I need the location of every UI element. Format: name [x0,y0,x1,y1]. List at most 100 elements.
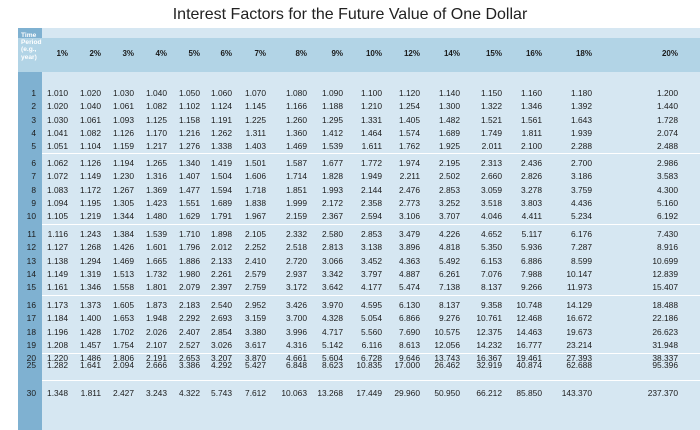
factor-cell: 1.772 [361,158,382,168]
factor-cell: 2.502 [439,171,460,182]
factor-cell: 4.595 [361,300,382,310]
factor-cell: 2.518 [286,242,307,253]
factor-cell: 3.138 [361,242,382,253]
factor-cell: 1.373 [80,300,101,310]
factor-cell: 19.461 [516,353,542,364]
factor-cell: 16.672 [566,313,592,324]
factor-cell: 3.896 [399,242,420,253]
factor-cell: 13.743 [434,353,460,364]
factor-cell: 14.129 [566,300,592,310]
factor-cell: 1.180 [571,88,592,98]
factor-cell: 4.818 [439,242,460,253]
factor-cell: 2.813 [322,242,343,253]
factor-cell: 1.061 [113,101,134,112]
rate-header: 14% [443,49,460,58]
factor-cell: 1.405 [399,114,420,125]
factor-cell: 1.400 [80,313,101,324]
factor-cell: 1.159 [113,141,134,152]
period-label: 30 [26,388,36,398]
factor-cell: 3.797 [361,268,382,279]
factor-cell: 3.066 [322,255,343,266]
factor-cell: 1.230 [113,171,134,182]
rate-header: 16% [525,49,542,58]
factor-cell: 3.870 [245,353,266,364]
rate-header: 4% [155,49,167,58]
period-label: 4 [31,127,36,138]
header-bar [18,38,700,72]
factor-cell: 7.612 [245,388,266,398]
factor-cell: 2.594 [361,211,382,222]
factor-cell: 31.948 [652,339,678,350]
factor-cell: 1.423 [146,197,167,208]
factor-cell: 1.999 [286,197,307,208]
factor-cell: 1.082 [80,127,101,138]
factor-cell: 2.292 [179,313,200,324]
rate-header: 10% [365,49,382,58]
factor-cell: 1.102 [179,101,200,112]
factor-cell: 2.488 [657,141,678,152]
factor-cell: 1.100 [361,88,382,98]
factor-cell: 1.126 [80,158,101,168]
factor-cell: 2.172 [322,197,343,208]
factor-cell: 3.026 [211,339,232,350]
factor-cell: 1.149 [80,171,101,182]
factor-cell: 1.346 [80,282,101,293]
factor-cell: 62.688 [566,360,592,370]
factor-cell: 3.642 [322,282,343,293]
factor-cell: 6.261 [439,268,460,279]
factor-cell: 2.191 [146,353,167,364]
time-period-label: Time Period (e.g., year) [21,32,42,61]
factor-cell: 2.358 [361,197,382,208]
factor-cell: 1.611 [361,141,382,152]
factor-cell: 5.560 [361,326,382,337]
factor-cell: 1.967 [245,211,266,222]
factor-cell: 1.689 [211,197,232,208]
factor-cell: 1.051 [47,141,68,152]
factor-cell: 2.313 [481,158,502,168]
factor-cell: 1.653 [113,313,134,324]
factor-cell: 6.176 [571,229,592,239]
factor-cell: 2.952 [245,300,266,310]
factor-cell: 14.232 [476,339,502,350]
rate-header: 5% [188,49,200,58]
rate-header: 3% [122,49,134,58]
period-label: 16 [26,300,36,310]
factor-cell: 10.699 [652,255,678,266]
factor-cell: 3.700 [286,313,307,324]
factor-cell: 4.322 [179,388,200,398]
factor-cell: 85.850 [516,388,542,398]
factor-cell: 12.839 [652,268,678,279]
factor-cell: 1.300 [439,101,460,112]
period-label: 8 [31,184,36,195]
factor-cell: 1.217 [146,141,167,152]
factor-cell: 1.851 [286,184,307,195]
period-label: 12 [26,242,36,253]
factor-cell: 1.188 [322,101,343,112]
factor-cell: 2.100 [521,141,542,152]
factor-cell: 1.925 [439,141,460,152]
factor-cell: 2.759 [245,282,266,293]
factor-cell: 1.172 [80,184,101,195]
factor-cell: 7.138 [439,282,460,293]
factor-cell: 4.436 [571,197,592,208]
factor-cell: 38.337 [652,353,678,364]
factor-cell: 4.717 [322,326,343,337]
factor-cell: 143.370 [561,388,592,398]
factor-cell: 1.105 [47,211,68,222]
factor-cell: 2.853 [439,184,460,195]
factor-cell: 2.397 [211,282,232,293]
rate-header: 9% [331,49,343,58]
factor-cell: 5.492 [439,255,460,266]
factor-cell: 1.486 [80,353,101,364]
factor-cell: 19.673 [566,326,592,337]
factor-cell: 1.340 [179,158,200,168]
factor-cell: 3.252 [439,197,460,208]
rate-header: 2% [89,49,101,58]
period-label: 2 [31,101,36,112]
factor-cell: 15.407 [652,282,678,293]
factor-cell: 4.661 [286,353,307,364]
factor-cell: 1.482 [439,114,460,125]
factor-cell: 1.260 [286,114,307,125]
factor-cell: 1.629 [179,211,200,222]
factor-cell: 1.539 [322,141,343,152]
